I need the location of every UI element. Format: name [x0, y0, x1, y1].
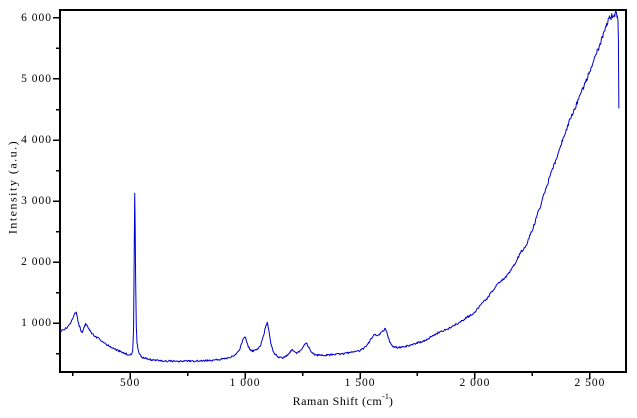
plot-border — [59, 9, 627, 373]
y-tick-label: 4 000 — [21, 134, 52, 147]
y-tick-label: 3 000 — [21, 195, 52, 208]
x-tick-label: 1 000 — [229, 377, 261, 389]
y-axis-title: Intensity (a.u.) — [5, 139, 20, 235]
x-axis-title: Raman Shift (cm-1) — [163, 392, 523, 409]
x-axis-title-superscript: -1 — [382, 392, 389, 401]
spectrum-line — [59, 10, 620, 363]
x-tick-label: 1 500 — [344, 377, 376, 389]
x-axis-title-close-paren: ) — [388, 394, 394, 408]
y-tick-label: 5 000 — [21, 72, 52, 85]
y-tick-label: 6 000 — [21, 11, 52, 24]
x-tick-label: 500 — [119, 377, 141, 389]
x-tick-label: 2 500 — [574, 377, 606, 389]
x-axis-title-text: Raman Shift (cm — [292, 394, 383, 408]
y-tick-label: 1 000 — [21, 317, 52, 330]
y-tick-label: 2 000 — [21, 256, 52, 269]
x-tick-label: 2 000 — [459, 377, 491, 389]
